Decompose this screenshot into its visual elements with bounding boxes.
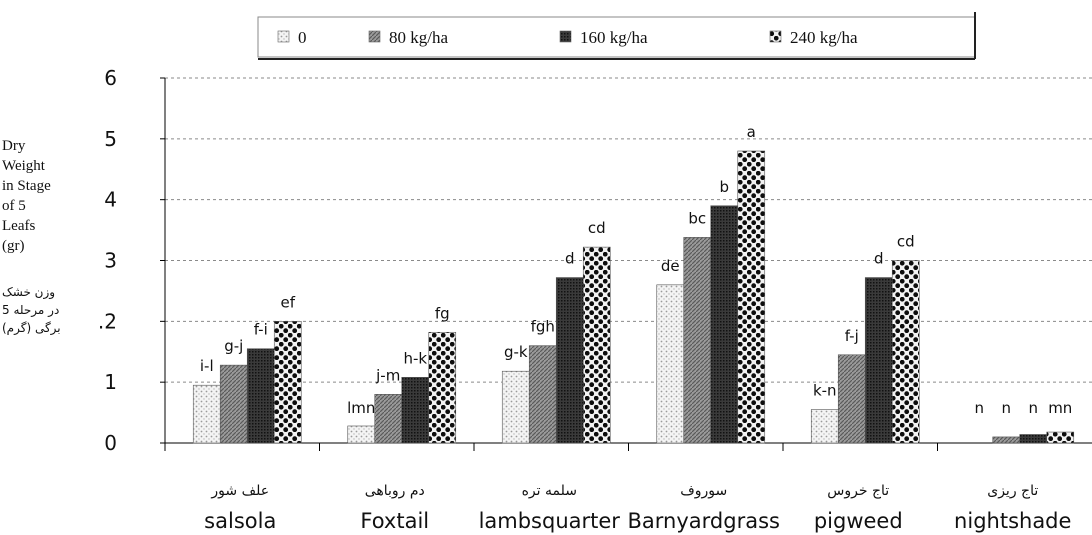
significance-label: f-i	[254, 321, 268, 339]
bar-salsola-2	[246, 348, 275, 444]
significance-label: de	[661, 257, 680, 275]
bar-salsola-1	[219, 364, 248, 444]
category-label: salsola	[204, 509, 276, 533]
bar-lambsquarter-0	[501, 370, 530, 444]
y-tick-label: 0	[104, 431, 117, 455]
category-label-persian: علف شور	[210, 483, 269, 499]
bar-foxtail-1	[374, 394, 403, 444]
y-tick-label: 4	[104, 188, 117, 212]
bar-pigweed-2	[864, 277, 893, 444]
legend: 0 80 kg/ha 160 kg/ha 240 kg/ha	[257, 12, 976, 60]
bar-lambsquarter-3	[582, 246, 611, 444]
category-label: nightshade	[954, 509, 1071, 533]
category-label: Foxtail	[360, 509, 429, 533]
bar-foxtail-0	[347, 425, 376, 444]
y-tick-label: 1	[104, 370, 117, 394]
significance-label: g-j	[224, 337, 243, 355]
bar-nightshade-1	[992, 436, 1021, 444]
bar-pigweed-3	[891, 260, 920, 444]
legend-label: 80 kg/ha	[389, 28, 448, 47]
significance-label: n	[974, 399, 984, 417]
significance-label: ef	[280, 293, 295, 311]
y-axis-label-persian: وزن خشک در مرحله 5 برگی (گرم)	[2, 285, 61, 335]
category-label: lambsquarter	[479, 509, 621, 533]
legend-swatch	[559, 30, 572, 43]
significance-label: d	[874, 250, 884, 268]
legend-label: 240 kg/ha	[790, 28, 858, 47]
bar-salsola-0	[192, 384, 221, 444]
legend-swatch	[769, 30, 782, 43]
y-tick-label: .2	[98, 309, 117, 333]
bar-foxtail-3	[428, 331, 457, 444]
bar-foxtail-2	[401, 376, 430, 444]
category-label-persian: سوروف	[680, 483, 727, 499]
category-label-persian: سلمه تره	[522, 483, 577, 499]
significance-label: n	[1028, 399, 1038, 417]
category-label: Barnyardgrass	[628, 509, 780, 533]
category-label-persian: تاج خروس	[827, 483, 889, 499]
y-axis-label: Dry Weight in Stage of 5 Leafs (gr)	[2, 138, 51, 254]
significance-label: j-m	[375, 366, 400, 384]
significance-label: cd	[588, 219, 606, 237]
bar-pigweed-0	[810, 409, 839, 444]
significance-label: cd	[897, 233, 915, 251]
significance-label: b	[719, 178, 729, 196]
bar-barnyardgrass-2	[710, 205, 739, 444]
significance-label: bc	[688, 209, 706, 227]
significance-label: lmn	[347, 399, 375, 417]
category-label-persian: تاج ریزی	[987, 483, 1038, 499]
significance-label: n	[1001, 399, 1011, 417]
significance-label: f-j	[845, 327, 859, 345]
significance-label: g-k	[504, 343, 528, 361]
bar-lambsquarter-2	[555, 277, 584, 444]
significance-label: a	[747, 123, 756, 141]
significance-label: fgh	[531, 318, 555, 336]
y-tick-label: 5	[104, 127, 117, 151]
bar-lambsquarter-1	[528, 345, 557, 444]
bar-barnyardgrass-1	[683, 237, 712, 444]
bar-pigweed-1	[837, 354, 866, 444]
category-label-persian: دم روباهی	[365, 483, 425, 499]
significance-label: h-k	[403, 349, 427, 367]
y-tick-label: 3	[104, 249, 117, 273]
bar-barnyardgrass-3	[737, 150, 766, 444]
legend-label: 160 kg/ha	[580, 28, 648, 47]
bar-nightshade-2	[1019, 434, 1048, 444]
significance-label: d	[565, 250, 575, 268]
significance-label: i-l	[200, 357, 214, 375]
y-tick-label: 6	[104, 66, 117, 90]
legend-label: 0	[298, 28, 307, 47]
significance-label: fg	[435, 304, 450, 322]
significance-label: mn	[1048, 399, 1072, 417]
category-label: pigweed	[814, 509, 903, 533]
bar-nightshade-3	[1046, 431, 1075, 444]
legend-swatch	[277, 30, 290, 43]
bar-barnyardgrass-0	[656, 284, 685, 444]
legend-swatch	[368, 30, 381, 43]
significance-label: k-n	[813, 382, 837, 400]
bar-salsola-3	[273, 321, 302, 444]
